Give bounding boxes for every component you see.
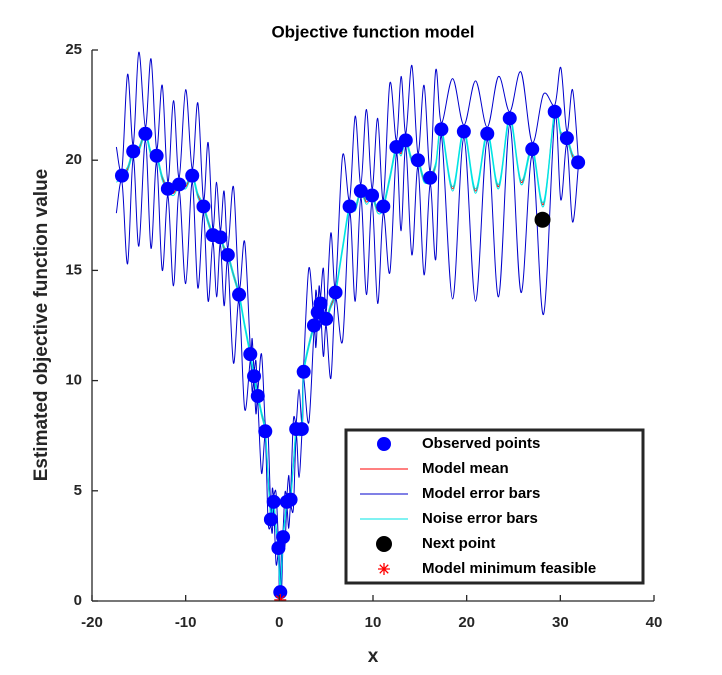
- point: [263, 512, 278, 527]
- point: [283, 492, 298, 507]
- point: [114, 168, 129, 183]
- point: [534, 211, 551, 228]
- point: [456, 124, 471, 139]
- point: [571, 155, 586, 170]
- x-tick-label: 10: [365, 614, 382, 631]
- point: [271, 541, 286, 556]
- point: [480, 126, 495, 141]
- point: [376, 536, 392, 552]
- x-tick-label: 20: [458, 614, 475, 631]
- point: [365, 188, 380, 203]
- star-marker: [378, 563, 390, 575]
- x-tick-label: -20: [81, 614, 103, 631]
- point: [250, 389, 265, 404]
- x-tick-label: -10: [175, 614, 197, 631]
- point: [258, 424, 273, 439]
- point: [353, 184, 368, 199]
- point: [220, 247, 235, 262]
- point: [328, 285, 343, 300]
- legend-label: Model minimum feasible: [422, 560, 596, 577]
- y-tick-label: 15: [65, 261, 82, 278]
- legend-box: [344, 428, 645, 585]
- point: [319, 311, 334, 326]
- y-axis-label: Estimated objective function value: [31, 169, 52, 482]
- chart-title: Objective function model: [271, 22, 474, 41]
- y-tick-label: 5: [74, 482, 82, 499]
- axes: -20 -10 0 10 20 30 40 0 5 10 15 20 25: [65, 41, 662, 631]
- point: [525, 142, 540, 157]
- point: [126, 144, 141, 159]
- star-marker: [274, 593, 287, 601]
- point: [196, 199, 211, 214]
- point: [149, 148, 164, 163]
- x-tick-label: 30: [552, 614, 569, 631]
- legend-label: Next point: [422, 535, 495, 552]
- point: [376, 199, 391, 214]
- point: [410, 153, 425, 168]
- legend: Observed points Model mean Model error bar…: [344, 428, 645, 585]
- point: [266, 494, 281, 509]
- point: [138, 126, 153, 141]
- point: [247, 369, 262, 384]
- point: [342, 199, 357, 214]
- point: [232, 287, 247, 302]
- legend-label: Observed points: [422, 435, 540, 452]
- plot-area: [114, 51, 586, 601]
- legend-label: Model error bars: [422, 485, 540, 502]
- point: [306, 318, 321, 333]
- point: [213, 230, 228, 245]
- point: [547, 104, 562, 119]
- point: [502, 111, 517, 126]
- x-axis-label: x: [368, 646, 379, 667]
- upper-error-bar: [115, 51, 579, 587]
- y-tick-label: 0: [74, 592, 82, 609]
- x-tick-label: 0: [275, 614, 283, 631]
- point: [160, 181, 175, 196]
- point: [185, 168, 200, 183]
- point: [313, 296, 328, 311]
- point: [296, 364, 311, 379]
- y-tick-label: 10: [65, 372, 82, 389]
- point: [434, 122, 449, 137]
- legend-label: Model mean: [422, 460, 509, 477]
- y-tick-label: 20: [65, 151, 82, 168]
- point: [172, 177, 187, 192]
- legend-label: Noise error bars: [422, 510, 538, 527]
- point: [423, 170, 438, 185]
- point: [243, 347, 258, 362]
- point: [294, 422, 309, 437]
- point: [276, 530, 291, 545]
- point: [398, 133, 413, 148]
- y-tick-label: 25: [65, 41, 82, 58]
- point: [377, 437, 391, 451]
- point: [559, 131, 574, 146]
- x-tick-label: 40: [646, 614, 663, 631]
